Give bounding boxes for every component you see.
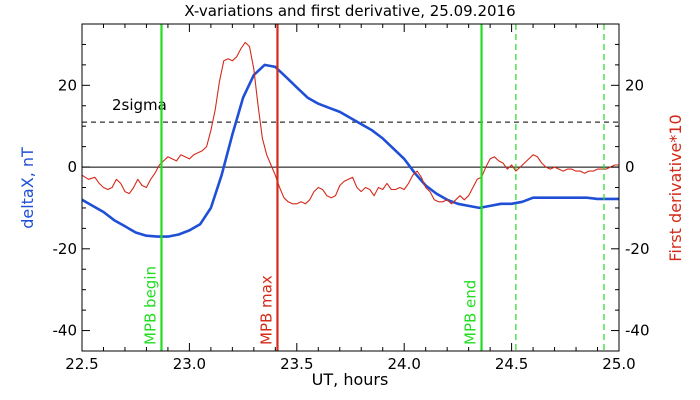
y-axis-title-right: First derivative*10 xyxy=(666,114,685,261)
chart-title: X-variations and first derivative, 25.09… xyxy=(184,2,515,20)
two-sigma-label: 2sigma xyxy=(112,96,167,114)
y-tick-label-right-3: 20 xyxy=(625,76,644,94)
deltax-series-line xyxy=(81,63,619,238)
marker-label-2: MPB max xyxy=(257,275,275,345)
y-tick-label-right-0: -40 xyxy=(625,322,650,340)
x-axis-title: UT, hours xyxy=(312,370,389,389)
y-tick-label-right-2: 0 xyxy=(625,158,635,176)
x-tick-label-0: 22.5 xyxy=(65,355,98,373)
marker-label-1: MPB begin xyxy=(141,266,159,345)
y-tick-label-left-3: 20 xyxy=(58,76,77,94)
x-tick-label-5: 25.0 xyxy=(602,355,635,373)
y-tick-label-left-1: -20 xyxy=(53,240,78,258)
x-tick-label-2: 23.5 xyxy=(280,355,313,373)
x-tick-label-4: 24.5 xyxy=(495,355,528,373)
marker-label-3: MPB end xyxy=(462,280,480,345)
x-tick-label-1: 23.0 xyxy=(173,355,206,373)
y-tick-label-left-0: -40 xyxy=(53,322,78,340)
y-axis-title-left: deltaX, nT xyxy=(18,147,37,229)
y-tick-label-left-2: 0 xyxy=(67,158,77,176)
derivative-series-line xyxy=(81,41,619,205)
x-tick-label-3: 24.0 xyxy=(387,355,420,373)
y-tick-label-right-1: -20 xyxy=(625,240,650,258)
